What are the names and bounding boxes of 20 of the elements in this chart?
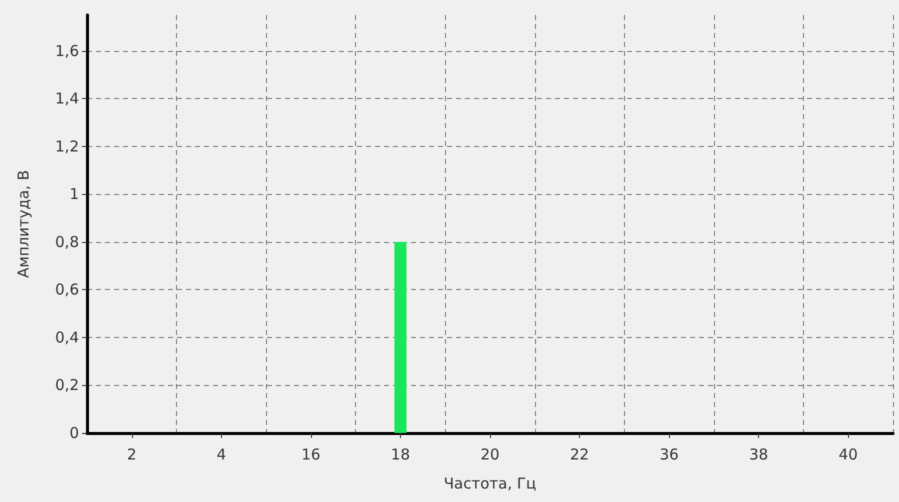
y-tick-label: 1,2 [55, 137, 79, 156]
x-tick-label: 4 [216, 446, 226, 464]
x-tick-label: 16 [301, 446, 320, 464]
x-tick-label: 38 [749, 446, 768, 464]
x-tick-label: 20 [480, 446, 500, 464]
x-tick-label: 18 [390, 446, 410, 464]
x-tick-label: 40 [838, 446, 858, 464]
y-tick-label: 1 [69, 185, 79, 204]
y-tick-label: 0,8 [55, 232, 79, 251]
x-tick-label: 2 [127, 446, 137, 464]
y-tick-label: 0,4 [55, 328, 79, 346]
x-tick-label: 22 [570, 446, 590, 464]
y-tick-label: 0,2 [55, 376, 79, 394]
y-tick-label: 0,6 [55, 280, 79, 299]
x-tick-label: 36 [660, 446, 679, 464]
y-tick-label: 0 [69, 424, 79, 442]
x-axis-title: Частота, Гц [444, 474, 536, 492]
y-tick-label: 1,6 [55, 42, 79, 60]
y-axis-title: Амплитуда, В [14, 170, 32, 278]
y-tick-label: 1,4 [55, 90, 79, 108]
